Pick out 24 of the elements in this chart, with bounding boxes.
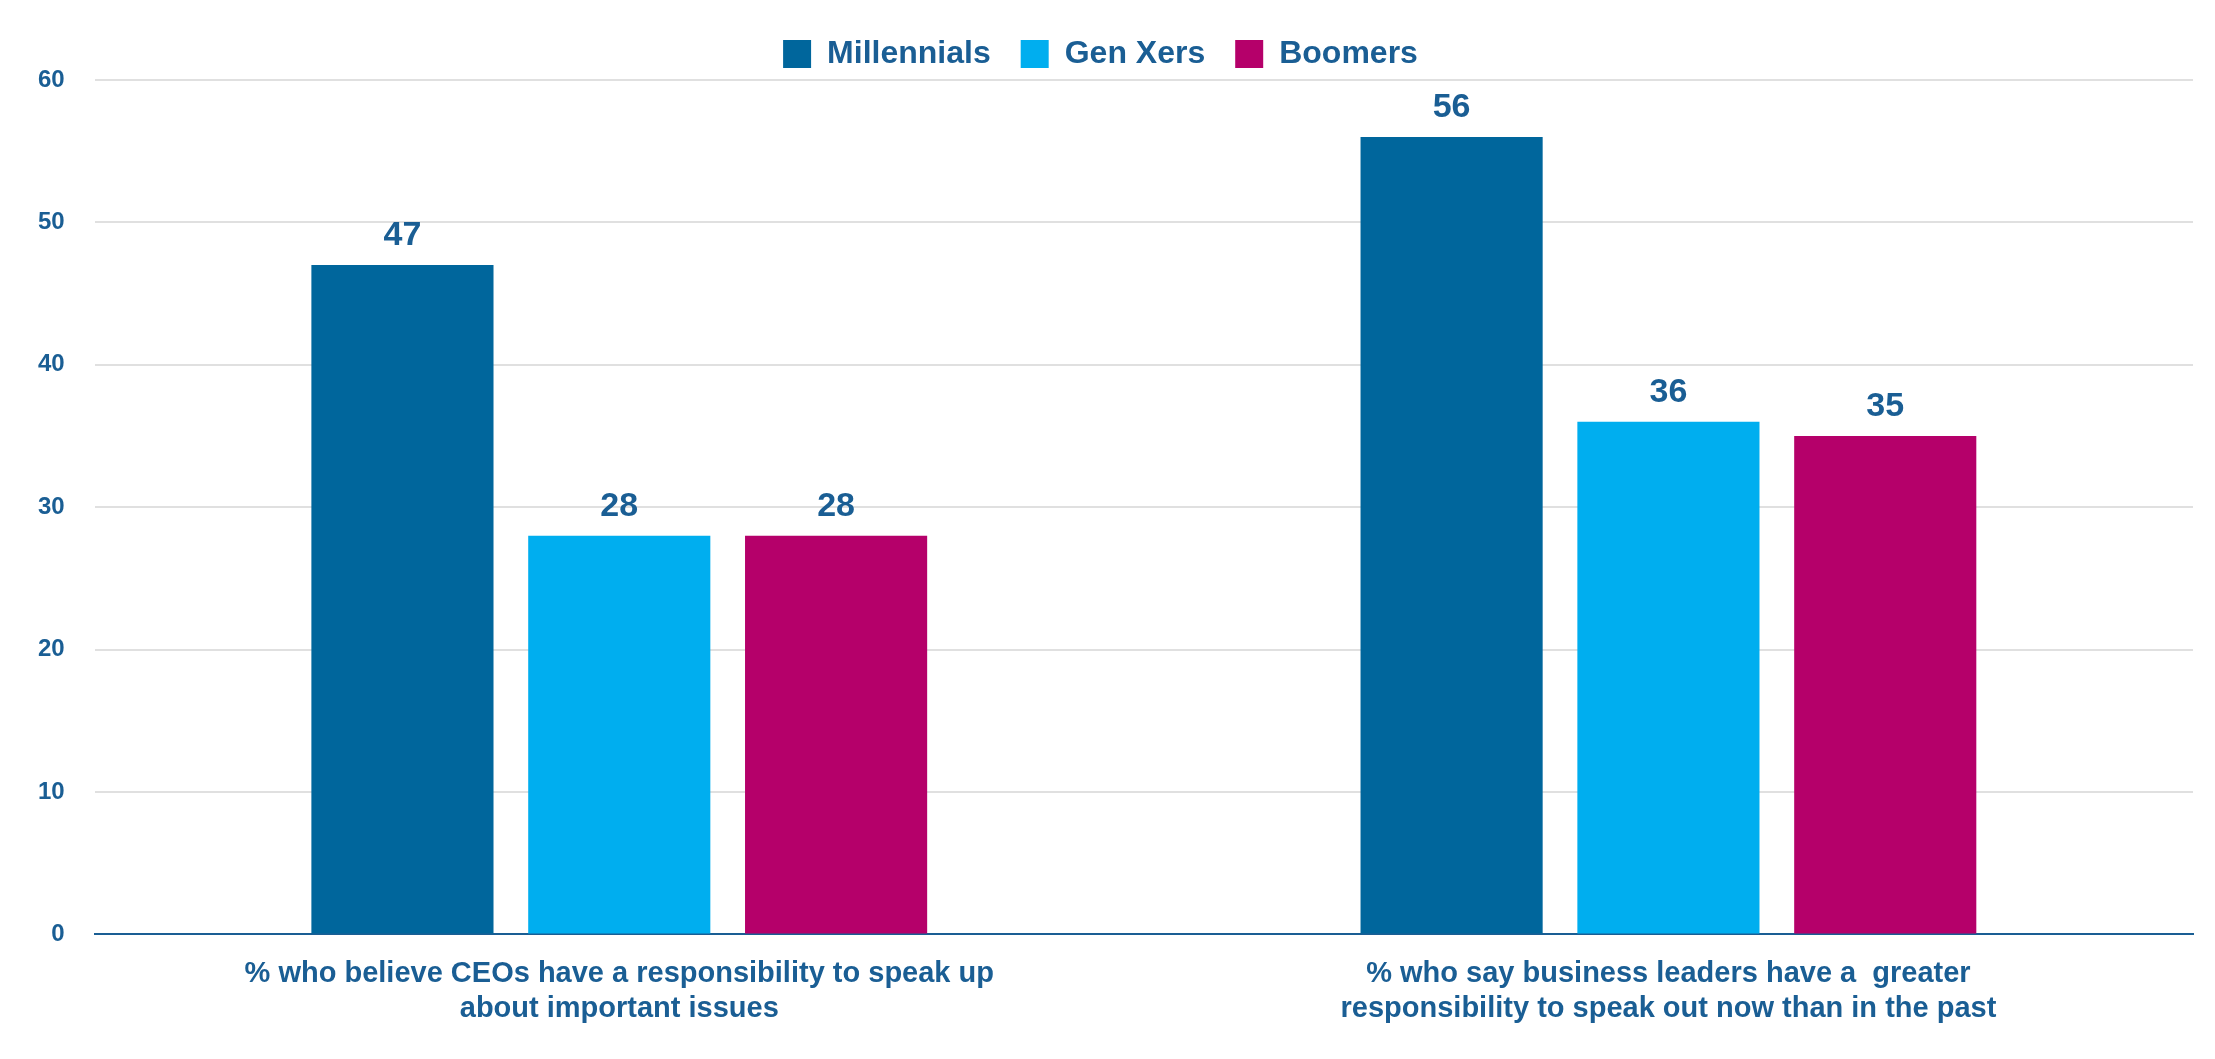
- x-tick-label: % who say business leaders have a greater responsibility to speak out now than in the past: [1340, 955, 1997, 1023]
- bar: [1360, 136, 1543, 934]
- y-tick-label: 50: [37, 207, 65, 235]
- x-tick-label: % who believe CEOs have a responsibility to speak up about important issues: [244, 955, 994, 1023]
- bar: [1577, 421, 1760, 934]
- legend-label: Boomers: [1279, 33, 1418, 70]
- y-tick-label: 10: [37, 776, 65, 804]
- bar: [1794, 436, 1977, 934]
- bar: [528, 535, 711, 934]
- data-label: 28: [817, 485, 856, 524]
- data-label: 56: [1432, 86, 1471, 125]
- y-tick-label: 20: [37, 634, 65, 662]
- data-label: 36: [1649, 371, 1688, 410]
- legend-label: Millennials: [827, 33, 991, 70]
- y-tick-label: 40: [37, 349, 65, 377]
- y-tick-label: 0: [51, 919, 65, 947]
- bar: [311, 265, 494, 934]
- legend-label: Gen Xers: [1064, 33, 1206, 70]
- y-tick-label: 30: [37, 491, 65, 519]
- data-label: 28: [600, 485, 639, 524]
- bar: [745, 535, 928, 934]
- y-tick-label: 60: [37, 64, 65, 92]
- data-label: 35: [1866, 385, 1905, 424]
- data-label: 47: [383, 214, 422, 253]
